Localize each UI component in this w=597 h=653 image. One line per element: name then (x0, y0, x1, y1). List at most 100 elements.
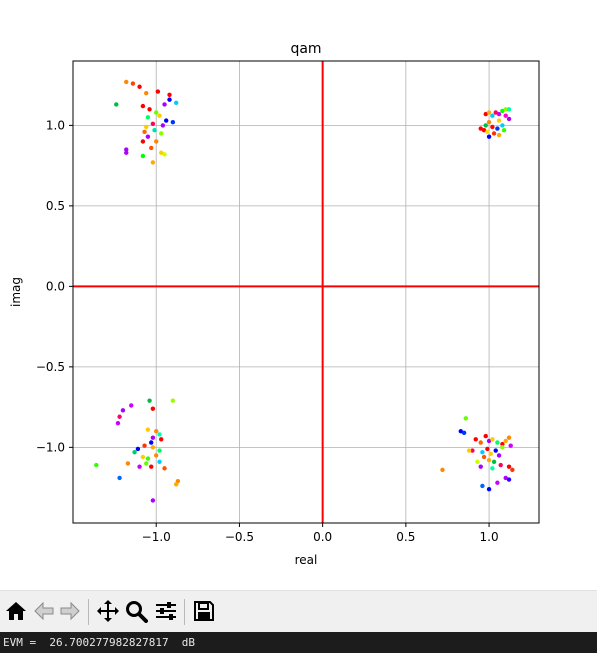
scatter-point (478, 440, 483, 445)
scatter-point (149, 464, 154, 469)
scatter-point (478, 126, 483, 131)
scatter-point (157, 459, 162, 465)
scatter-point (486, 458, 492, 463)
reference-lines (73, 61, 539, 523)
plot-frame (72, 60, 540, 524)
scatter-point (491, 131, 497, 136)
scatter-point (150, 160, 156, 165)
plot-background (73, 61, 539, 523)
scatter-point (142, 129, 147, 135)
forward-button[interactable] (56, 597, 84, 625)
scatter-point (506, 116, 512, 122)
scatter-point (486, 486, 492, 492)
scatter-point (458, 429, 463, 434)
scatter-point (478, 464, 483, 469)
chart-title: qam (290, 41, 321, 57)
scatter-point (167, 97, 172, 102)
scatter-point (486, 119, 492, 125)
scatter-point (150, 435, 156, 440)
scatter-point (173, 482, 179, 487)
scatter-point (480, 483, 485, 489)
scatter-point (470, 448, 475, 453)
scatter-point (154, 453, 159, 458)
scatter-point (132, 449, 137, 455)
y-tick-label: 0.5 (46, 199, 65, 213)
scatter-point (157, 448, 162, 453)
scatter-point (140, 103, 146, 109)
pan-button[interactable] (94, 597, 122, 625)
scatter-point (114, 102, 119, 107)
forward-icon (60, 601, 80, 621)
scatter-point (150, 406, 156, 411)
y-tick-label: −0.5 (36, 360, 65, 374)
y-tick-label: 0.0 (46, 279, 65, 293)
configure-icon (156, 602, 176, 620)
scatter-point (117, 414, 122, 419)
x-tick-label: −0.5 (225, 530, 254, 544)
scatter-point (500, 441, 505, 447)
scatter-point (508, 443, 513, 448)
scatter-point (160, 123, 166, 128)
scatter-point (503, 475, 508, 481)
scatter-point (145, 115, 151, 120)
y-axis-label: imag (9, 277, 23, 307)
scatter-point (120, 408, 126, 413)
scatter-point (503, 113, 508, 118)
scatter-point (159, 131, 164, 136)
home-button[interactable] (2, 597, 30, 625)
scatter-point (440, 467, 445, 473)
scatter-point (145, 134, 151, 139)
scatter-point (490, 124, 495, 130)
save-icon (194, 601, 214, 621)
scatter-point (495, 440, 500, 445)
toolbar-separator (88, 599, 89, 625)
scatter-point (495, 126, 500, 131)
scatter-point (506, 435, 512, 440)
scatter-point (154, 429, 159, 434)
x-tick-label: 0.0 (313, 530, 332, 544)
scatter-point (145, 427, 151, 432)
pan-icon (97, 600, 119, 622)
scatter-point (475, 459, 480, 465)
scatter-point (486, 110, 492, 115)
scatter-point (150, 498, 156, 503)
scatter-point (473, 437, 478, 442)
scatter-point (130, 81, 136, 86)
scatter-point (501, 128, 507, 133)
x-tick-label: 0.5 (396, 530, 415, 544)
scatter-point (149, 145, 154, 151)
scatter-point (164, 118, 169, 123)
scatter-point (483, 123, 488, 128)
scatter-point (493, 448, 498, 453)
back-button[interactable] (30, 597, 58, 625)
scatter-point (481, 454, 487, 460)
scatter-point (152, 128, 157, 133)
scatter-chart[interactable]: −1.0 −0.5 0.0 0.5 1.0 1.00.50.0−0.5−1.0 qam … (0, 0, 597, 590)
scatter-point (125, 461, 131, 466)
scatter-point (117, 475, 122, 481)
scatter-point (144, 461, 149, 466)
scatter-point (162, 152, 167, 157)
x-tick-label: −1.0 (142, 530, 171, 544)
scatter-point (144, 124, 149, 130)
scatter-point (496, 111, 502, 117)
scatter-point (124, 147, 129, 152)
zoom-button[interactable] (122, 597, 150, 625)
scatter-point (491, 459, 497, 465)
x-axis-label: real (295, 553, 318, 567)
scatter-point (506, 477, 512, 482)
save-button[interactable] (190, 597, 218, 625)
scatter-point (159, 437, 164, 442)
scatter-point (486, 438, 492, 444)
scatter-point (162, 102, 167, 107)
scatter-point (115, 420, 121, 426)
scatter-point (500, 108, 505, 114)
scatter-point (495, 480, 500, 485)
zoom-icon (126, 601, 148, 623)
scatter-point (503, 438, 508, 444)
scatter-point (486, 134, 492, 139)
scatter-point (488, 451, 493, 456)
scatter-point (490, 466, 495, 471)
configure-button[interactable] (152, 597, 180, 625)
scatter-point (170, 398, 176, 403)
